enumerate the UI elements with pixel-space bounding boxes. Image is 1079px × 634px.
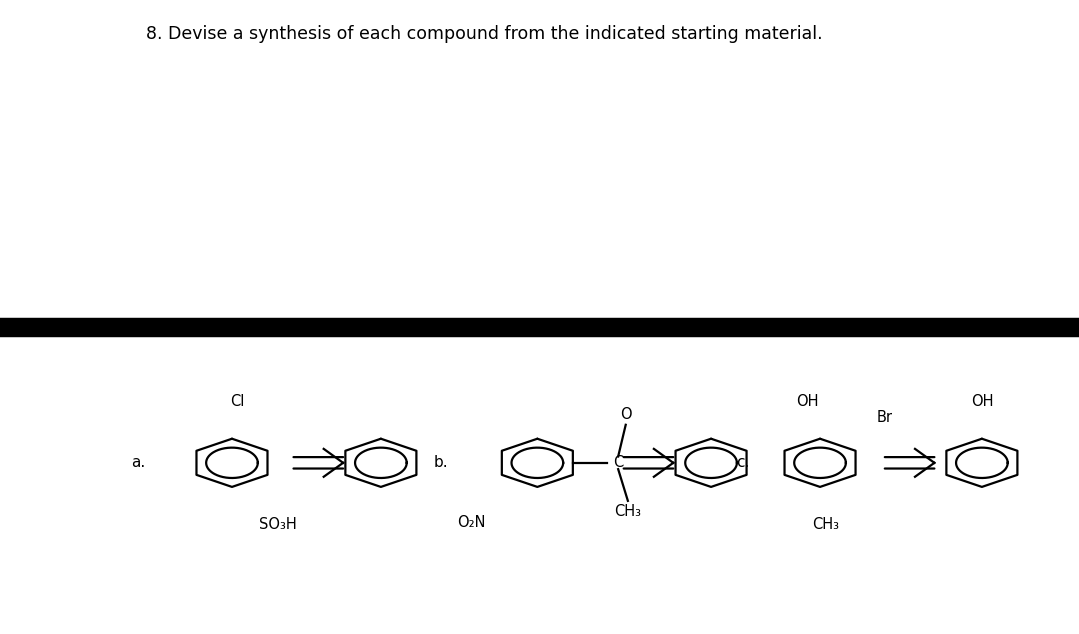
Text: Cl: Cl	[230, 394, 245, 409]
Text: Br: Br	[876, 410, 892, 425]
Text: C: C	[613, 455, 623, 470]
Text: O: O	[620, 406, 631, 422]
Text: OH: OH	[796, 394, 818, 409]
Text: CH₃: CH₃	[614, 504, 641, 519]
Text: SO₃H: SO₃H	[259, 517, 297, 532]
Text: a.: a.	[132, 455, 146, 470]
Text: OH: OH	[971, 394, 993, 409]
Text: CH₃: CH₃	[811, 517, 839, 532]
Text: 8. Devise a synthesis of each compound from the indicated starting material.: 8. Devise a synthesis of each compound f…	[146, 25, 822, 43]
Text: O₂N: O₂N	[457, 515, 486, 530]
Text: c.: c.	[737, 455, 750, 470]
Text: b.: b.	[433, 455, 448, 470]
